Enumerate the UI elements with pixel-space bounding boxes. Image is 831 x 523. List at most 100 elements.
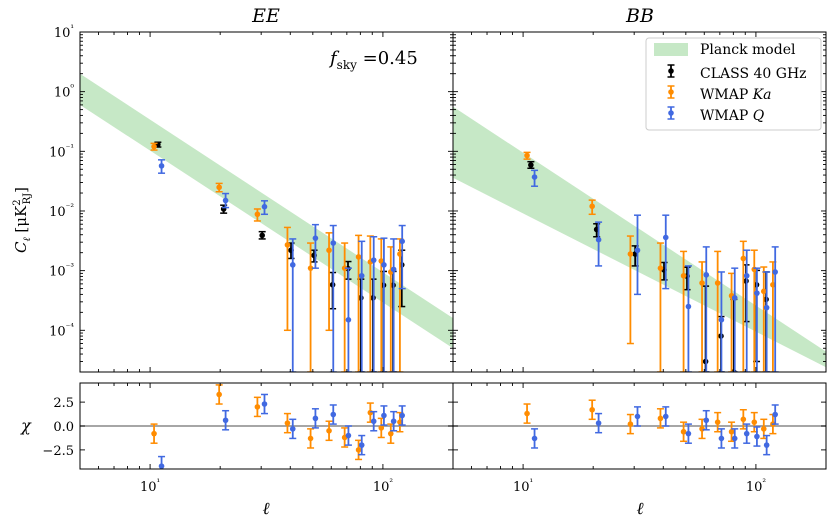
bb-panel-frame [452, 31, 827, 373]
axis-ticks [79, 31, 827, 469]
legend-box [645, 37, 822, 131]
y-tick-label: 10⁻³ [49, 263, 74, 280]
data-point [399, 238, 405, 245]
data-point [703, 417, 710, 424]
ee-series-wmap-ka [150, 142, 404, 372]
data-point [714, 280, 721, 286]
data-point [158, 163, 165, 169]
legend-marker [668, 110, 674, 116]
data-point [345, 316, 352, 323]
legend: Planck model CLASS 40 GHz WMAP Ka WMAP Q [645, 37, 822, 131]
data-point [370, 257, 377, 263]
data-point [627, 421, 634, 427]
data-point [703, 272, 710, 278]
data-point [595, 236, 602, 243]
bb-x-axis-label: ℓ [636, 499, 643, 519]
x-tick-label: 10¹ [140, 478, 160, 495]
data-point [731, 295, 738, 301]
bb-title: BB [625, 5, 654, 27]
data-point [330, 240, 337, 246]
legend-label-wmap-ka: WMAP Ka [700, 87, 772, 103]
bb-series-wmap-q [531, 169, 779, 372]
chi-y-tick-label: −2.5 [42, 444, 74, 459]
data-point [381, 412, 387, 419]
data-point [254, 211, 261, 218]
data-point [355, 254, 362, 260]
data-point [524, 152, 530, 159]
x-tick-label: 10¹ [513, 478, 533, 495]
data-point [326, 427, 332, 434]
data-point [728, 428, 735, 435]
data-point [158, 463, 165, 469]
data-point [740, 255, 747, 262]
data-point [259, 232, 265, 239]
data-point [772, 269, 778, 275]
data-point [341, 265, 348, 271]
data-point [216, 391, 222, 398]
data-point [387, 430, 394, 437]
data-point [367, 409, 374, 416]
data-point [743, 430, 750, 437]
data-point [390, 266, 397, 273]
data-point [531, 174, 538, 180]
ee-series-wmap-q [158, 159, 406, 372]
chi-ee-series-wmap-q [158, 393, 406, 469]
data-point [378, 425, 385, 431]
data-point [772, 411, 778, 418]
data-point [680, 428, 687, 435]
data-point [330, 411, 337, 418]
chi-bb-series-wmap-ka [523, 399, 777, 443]
fsky-annotation: fsky =0.45 [328, 48, 418, 72]
bb-planck-model-band [453, 106, 826, 368]
data-point [312, 415, 319, 422]
data-point [627, 251, 634, 257]
data-point [284, 242, 291, 248]
y-tick-label: 10¹ [54, 24, 74, 41]
data-point [261, 401, 268, 407]
ee-planck-model-band [80, 73, 453, 349]
tick-labels: 10¹ 10² 10¹ 10² 10⁻⁴ 10⁻³ 10⁻² 10⁻¹ 10⁰ 10¹ 2.5 0.0… [42, 24, 766, 495]
data-point [657, 415, 664, 422]
legend-markers [667, 64, 675, 120]
legend-marker [668, 68, 674, 74]
ee-title: EE [251, 5, 280, 27]
data-point [399, 412, 405, 419]
chi-y-axis-label: χ [20, 416, 32, 435]
ee-y-axis-label: Cℓ [μK2RJ] [12, 187, 33, 253]
data-point [662, 413, 669, 420]
bb-series-wmap-ka [523, 151, 777, 372]
data-point [714, 419, 721, 425]
data-point [754, 433, 760, 440]
legend-marker [668, 89, 674, 95]
data-point [222, 417, 229, 424]
data-point [589, 406, 595, 413]
legend-label-class: CLASS 40 GHz [700, 66, 807, 82]
legend-planck-swatch [654, 43, 688, 56]
data-point [358, 272, 365, 279]
data-point [680, 272, 687, 279]
data-point [390, 418, 397, 425]
data-point [662, 234, 669, 241]
data-point [760, 426, 767, 432]
data-point [718, 316, 725, 323]
chi-y-tick-label: 2.5 [53, 396, 74, 411]
data-point [307, 265, 314, 271]
data-point [531, 435, 538, 442]
legend-label-wmap-q: WMAP Q [700, 108, 765, 124]
data-point [524, 410, 530, 417]
data-point [151, 143, 157, 150]
data-marks [150, 141, 779, 469]
y-tick-label: 10⁰ [54, 84, 75, 101]
data-point [685, 303, 692, 310]
data-point [358, 442, 365, 448]
data-point [222, 197, 229, 204]
data-point [657, 265, 664, 271]
data-point [589, 203, 595, 210]
legend-label-planck: Planck model [700, 42, 796, 58]
data-point [381, 262, 387, 268]
data-point [595, 420, 602, 426]
data-point [634, 413, 641, 420]
ee-x-axis-label: ℓ [262, 499, 269, 519]
data-point [685, 430, 692, 437]
